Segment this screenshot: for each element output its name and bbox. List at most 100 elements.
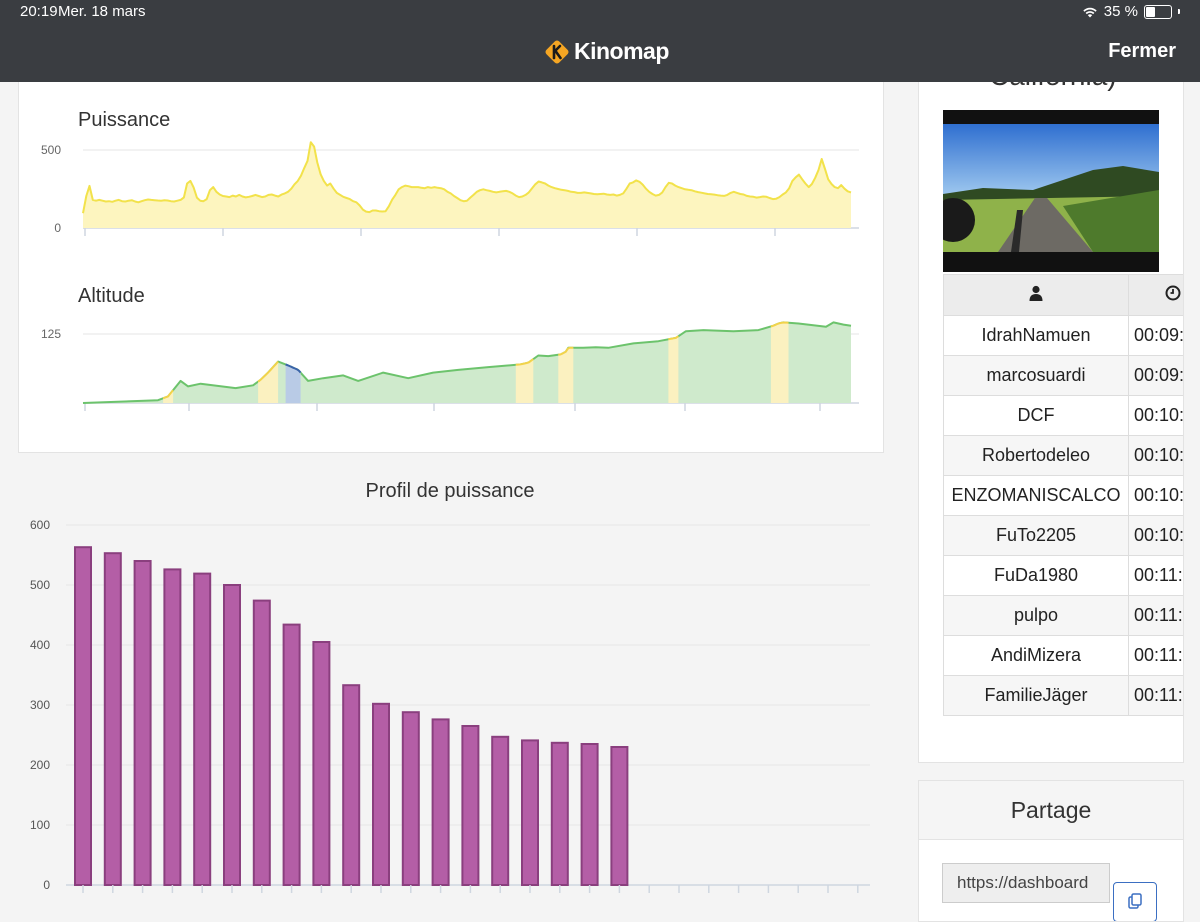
- profile-bar: [491, 735, 510, 886]
- profile-ytick: 600: [30, 518, 50, 532]
- rider-name: FuDa1980: [943, 555, 1129, 596]
- ride-charts-panel: Puissance Altitude 500 0 125: [18, 82, 884, 453]
- profile-bar: [133, 560, 152, 886]
- power-profile-title: Profil de puissance: [365, 480, 535, 502]
- rider-time: 00:11:3: [1128, 595, 1183, 636]
- user-icon: [1029, 285, 1043, 301]
- status-time: 20:19: [20, 3, 58, 20]
- rider-time: 00:10:5: [1128, 515, 1183, 556]
- altitude-climb-segment: [258, 361, 279, 403]
- rider-time: 00:10:2: [1128, 395, 1183, 436]
- profile-bar: [252, 599, 271, 886]
- copy-icon: [1128, 893, 1142, 909]
- battery-icon: [1144, 4, 1172, 19]
- rider-name: pulpo: [943, 595, 1129, 636]
- rider-time: 00:11:3: [1128, 675, 1183, 716]
- battery-percent: 35 %: [1103, 3, 1138, 20]
- status-date: Mer. 18 mars: [58, 3, 146, 20]
- profile-bar: [431, 718, 450, 887]
- altitude-descent-line: [285, 363, 302, 374]
- altitude-climb-segment: [770, 322, 789, 403]
- profile-ytick: 400: [30, 638, 50, 652]
- rider-time: 00:09:5: [1128, 355, 1183, 396]
- time-column-header[interactable]: [1128, 274, 1183, 316]
- leaderboard-panel: California): [918, 82, 1184, 763]
- clock-icon: [1165, 285, 1181, 300]
- status-indicators: 35 %: [1082, 3, 1180, 20]
- rider-time: 00:11:0: [1128, 555, 1183, 596]
- rider-time: 00:09:1: [1128, 315, 1183, 356]
- rider-name: marcosuardi: [943, 355, 1129, 396]
- altitude-ytick-125: 125: [41, 327, 61, 341]
- profile-ytick: 200: [30, 758, 50, 772]
- share-panel: Partage: [918, 780, 1184, 922]
- altitude-climb-line: [257, 360, 279, 383]
- rider-name: ENZOMANISCALCO: [943, 475, 1129, 516]
- profile-bar: [312, 641, 331, 886]
- rider-name: Robertodeleo: [943, 435, 1129, 476]
- close-button[interactable]: Fermer: [1108, 40, 1176, 62]
- route-title: California): [989, 82, 1117, 92]
- profile-bar: [282, 623, 301, 886]
- profile-bar: [461, 725, 480, 886]
- profile-ytick: 300: [30, 698, 50, 712]
- altitude-climb-segment: [558, 347, 574, 403]
- profile-ytick: 0: [43, 878, 50, 892]
- kinomap-logo: Kinomap: [544, 38, 669, 65]
- altitude-climb-segment: [668, 336, 679, 403]
- altitude-climb-line: [558, 346, 574, 356]
- altitude-climb-line: [770, 321, 789, 328]
- power-chart-title: Puissance: [78, 109, 171, 131]
- logo-text: Kinomap: [574, 38, 669, 64]
- altitude-chart-title: Altitude: [78, 285, 145, 307]
- rider-name: FamilieJäger: [943, 675, 1129, 716]
- rider-name: DCF: [943, 395, 1129, 436]
- altitude-climb-line: [162, 389, 174, 400]
- share-title: Partage: [919, 781, 1183, 840]
- top-bar: 20:19 Mer. 18 mars 35 % Kinomap Fermer: [0, 0, 1200, 82]
- profile-bar: [580, 743, 599, 886]
- share-url-input[interactable]: [942, 863, 1110, 903]
- profile-bar: [610, 746, 629, 886]
- profile-bar: [74, 546, 92, 886]
- rider-column-header[interactable]: [943, 274, 1129, 316]
- profile-bar: [193, 572, 212, 886]
- profile-bar: [521, 739, 539, 887]
- profile-ytick: 500: [30, 578, 50, 592]
- leaderboard-header: [943, 274, 1183, 316]
- rider-time: 00:10:4: [1128, 475, 1183, 516]
- rider-name: AndiMizera: [943, 635, 1129, 676]
- profile-bar: [163, 568, 182, 887]
- rider-name: IdrahNamuen: [943, 315, 1129, 356]
- power-ytick-500: 500: [41, 143, 61, 157]
- profile-bar: [223, 584, 241, 886]
- altitude-climb-line: [515, 358, 534, 366]
- ride-video-thumbnail[interactable]: [943, 110, 1159, 272]
- altitude-climb-line: [668, 335, 679, 341]
- power-series-line: [82, 141, 852, 214]
- wifi-icon: [1083, 7, 1097, 17]
- kinomap-logo-icon: [545, 40, 569, 63]
- altitude-descent-segment: [285, 364, 301, 403]
- power-area: [83, 142, 851, 228]
- profile-bar: [103, 552, 122, 886]
- rider-time: 00:10:2: [1128, 435, 1183, 476]
- profile-bar: [342, 684, 361, 887]
- profile-bar: [401, 711, 420, 887]
- rider-time: 00:11:3: [1128, 635, 1183, 676]
- altitude-climb-segment: [515, 359, 534, 403]
- profile-bar: [550, 741, 569, 886]
- power-ytick-0: 0: [54, 221, 61, 235]
- copy-link-button[interactable]: [1113, 882, 1157, 921]
- profile-bar: [372, 702, 390, 886]
